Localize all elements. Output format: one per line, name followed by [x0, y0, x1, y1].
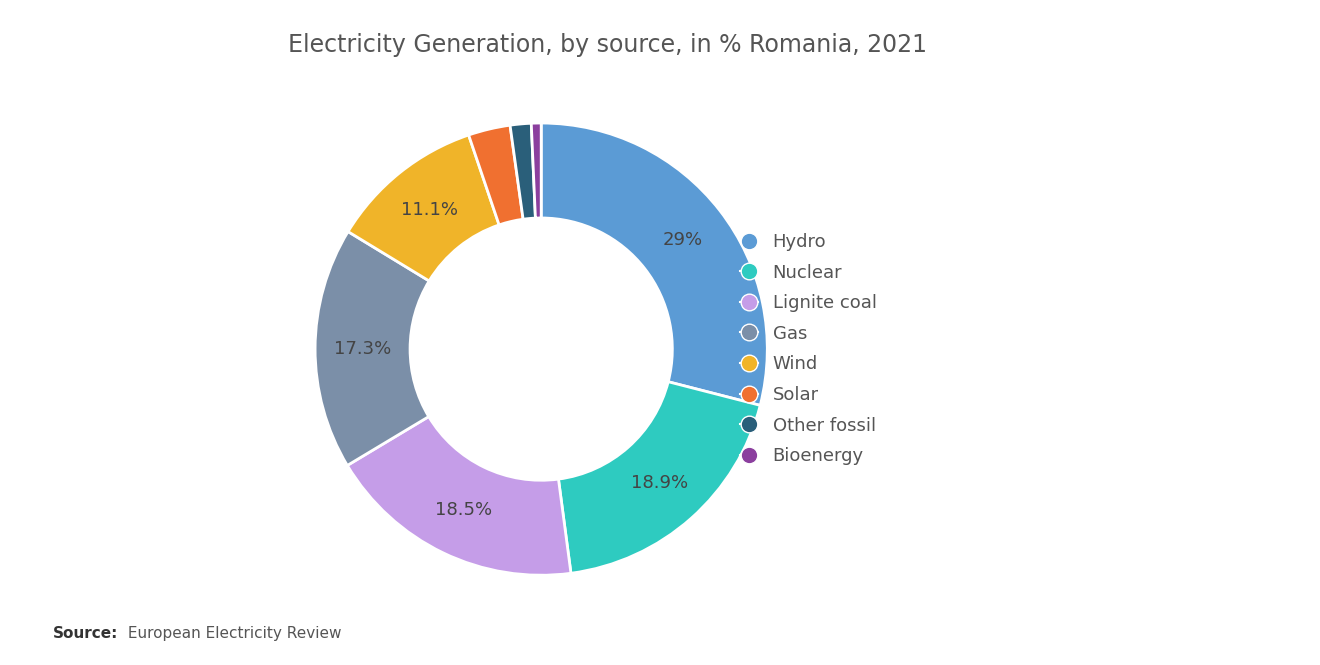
Text: 11.1%: 11.1% [401, 201, 458, 219]
Text: Electricity Generation, by source, in % Romania, 2021: Electricity Generation, by source, in % … [288, 33, 927, 57]
Legend: Hydro, Nuclear, Lignite coal, Gas, Wind, Solar, Other fossil, Bioenergy: Hydro, Nuclear, Lignite coal, Gas, Wind,… [731, 224, 886, 474]
Text: Source:: Source: [53, 626, 119, 642]
Text: 29%: 29% [663, 231, 702, 249]
Wedge shape [541, 123, 767, 406]
Wedge shape [531, 123, 541, 218]
Text: 18.5%: 18.5% [436, 501, 492, 519]
Wedge shape [348, 135, 499, 281]
Wedge shape [510, 123, 536, 219]
Wedge shape [315, 231, 429, 466]
Text: European Electricity Review: European Electricity Review [123, 626, 342, 642]
Text: 18.9%: 18.9% [631, 473, 688, 491]
Text: 17.3%: 17.3% [334, 340, 391, 358]
Wedge shape [558, 382, 760, 573]
Wedge shape [469, 125, 523, 225]
Wedge shape [347, 416, 572, 575]
